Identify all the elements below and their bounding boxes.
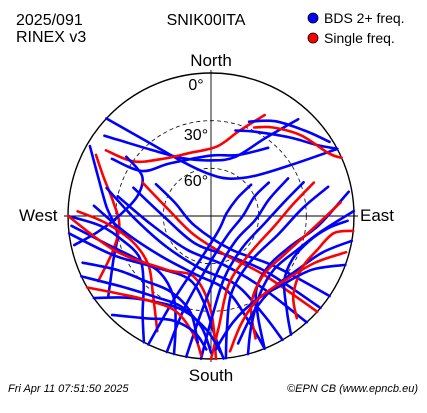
satellite-track-dual-18 xyxy=(132,186,322,310)
generation-timestamp: Fri Apr 11 07:51:50 2025 xyxy=(8,383,129,395)
satellite-track-dual-36 xyxy=(80,275,213,354)
satellite-track-dual-0 xyxy=(105,117,339,180)
satellite-track-dual-27 xyxy=(184,177,290,359)
west-label: West xyxy=(19,206,58,225)
date-code: 2025/091 xyxy=(16,12,83,29)
satellite-track-dual-1 xyxy=(103,117,300,162)
satellite-track-dual-21 xyxy=(254,190,350,350)
legend: BDS 2+ freq. Single freq. xyxy=(307,10,405,46)
east-label: East xyxy=(360,206,394,225)
station-name: SNIK00ITA xyxy=(167,12,246,29)
satellite-track-single-37 xyxy=(85,286,203,357)
satellite-track-dual-39 xyxy=(81,261,199,344)
ring-label-30: 30° xyxy=(184,127,208,144)
satellite-track-single-34 xyxy=(228,250,348,353)
satellite-track-dual-6 xyxy=(247,119,331,144)
satellite-track-dual-12 xyxy=(70,224,177,356)
satellite-track-dual-14 xyxy=(92,204,266,350)
north-label: North xyxy=(190,51,232,70)
satellite-tracks xyxy=(66,113,356,361)
satellite-track-dual-26 xyxy=(199,181,305,360)
ring-label-0: 0° xyxy=(188,77,203,94)
satellite-track-dual-19 xyxy=(154,182,331,298)
ring-label-60: 60° xyxy=(184,173,208,190)
legend-single-marker xyxy=(307,32,319,44)
satellite-track-dual-15 xyxy=(105,186,284,342)
satellite-track-single-11 xyxy=(76,210,159,333)
satellite-track-dual-4 xyxy=(234,129,339,151)
satellite-track-dual-29 xyxy=(282,219,349,336)
legend-dual-marker xyxy=(307,12,319,24)
satellite-track-dual-32 xyxy=(147,183,253,346)
satellite-track-dual-35 xyxy=(92,296,222,354)
satellite-track-single-30 xyxy=(291,229,355,320)
credit-text: ©EPN CB (www.epncb.eu) xyxy=(287,383,418,395)
satellite-track-single-5 xyxy=(252,125,343,160)
satellite-track-dual-10 xyxy=(66,214,146,344)
south-label: South xyxy=(189,366,233,385)
satellite-track-dual-17 xyxy=(116,194,308,324)
satellite-track-single-25 xyxy=(209,181,316,361)
legend-single-label: Single freq. xyxy=(324,30,395,46)
satellite-track-dual-38 xyxy=(110,313,208,351)
rinex-format: RINEX v3 xyxy=(16,29,86,46)
legend-dual-label: BDS 2+ freq. xyxy=(324,10,405,26)
